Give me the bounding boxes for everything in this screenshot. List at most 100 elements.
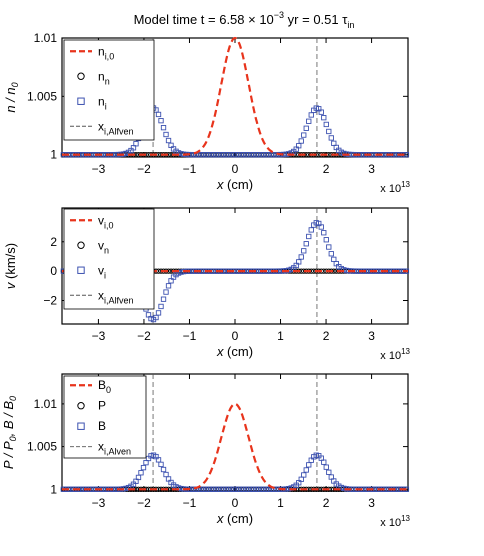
square-marker <box>301 248 307 254</box>
x-tick-label: 0 <box>232 329 239 343</box>
legend-label: B <box>98 419 106 433</box>
legend-square-swatch <box>77 266 85 274</box>
legend-label: P <box>98 399 106 413</box>
square-marker <box>303 125 309 131</box>
square-marker <box>306 233 312 240</box>
square-marker <box>323 121 329 128</box>
square-marker <box>328 251 334 257</box>
y-tick-label: 1.01 <box>34 397 58 411</box>
square-marker <box>160 466 167 473</box>
legend-label: nn <box>98 69 110 86</box>
x-tick-label: 3 <box>368 329 375 343</box>
square-marker <box>303 467 309 473</box>
panels: −3 −2 −1 0 1 2 3 1 1.005 1.01 x (cm) x 1013 n / n0 ni… <box>1 31 411 529</box>
legend-box <box>63 39 155 141</box>
square-marker <box>301 472 307 478</box>
y-tick-label: 1.005 <box>27 89 57 103</box>
x-tick-label: −1 <box>183 329 197 343</box>
y-tick-label: 2 <box>50 235 57 249</box>
x-tick-label: 2 <box>323 162 330 176</box>
square-marker <box>323 464 329 470</box>
y-axis-label: P / P0, B / B0 <box>1 396 18 469</box>
square-marker <box>140 464 147 471</box>
legend-label: xi,Alfven <box>98 288 134 305</box>
series-initial-dashed <box>62 402 408 491</box>
x-tick-label: 3 <box>368 496 375 510</box>
square-marker <box>158 118 164 124</box>
square-marker <box>165 283 172 289</box>
square-marker <box>163 131 169 138</box>
y-tick-label: −2 <box>43 294 57 308</box>
square-marker <box>165 137 172 144</box>
legend-square-swatch <box>77 422 85 430</box>
legend-label: xi,Alven <box>98 440 131 457</box>
square-marker <box>298 254 304 260</box>
y-tick-label: 0 <box>50 264 57 278</box>
square-marker <box>321 459 327 465</box>
square-marker <box>296 259 302 265</box>
x-tick-label: 1 <box>277 329 284 343</box>
legend-label: xi,Alfven <box>98 119 134 136</box>
x-tick-label: −3 <box>92 329 106 343</box>
square-marker <box>306 118 312 124</box>
x-tick-label: 2 <box>323 329 330 343</box>
title-mid: yr = 0.51 τ <box>284 12 348 27</box>
square-marker <box>323 237 329 243</box>
x-tick-label: −3 <box>92 496 106 510</box>
x-axis-label: x (cm) <box>216 511 253 526</box>
series-squares <box>60 452 410 492</box>
legend-label: vn <box>98 238 109 255</box>
x-tick-label: 1 <box>277 162 284 176</box>
square-marker <box>160 124 167 131</box>
x-scale-label: x 1013 <box>380 347 410 362</box>
panel-3: −3 −2 −1 0 1 2 3 1 1.005 1.01 x (cm) x 1013 P / P0, … <box>1 373 411 529</box>
square-marker <box>331 256 337 263</box>
legend-box <box>63 208 155 310</box>
title-subscript: in <box>347 20 354 30</box>
y-axis-label: v (km/s) <box>3 243 18 289</box>
figure-title: Model time t = 6.58 × 10−3 yr = 0.51 τin <box>134 10 355 30</box>
legend-circle-swatch <box>77 241 85 249</box>
x-tick-label: 0 <box>232 496 239 510</box>
square-marker <box>155 111 162 118</box>
x-axis-label: x (cm) <box>216 344 253 359</box>
square-marker <box>298 138 304 144</box>
x-tick-label: 2 <box>323 496 330 510</box>
square-marker <box>160 296 167 302</box>
x-tick-label: −2 <box>137 496 151 510</box>
legend-circle-swatch <box>77 72 85 80</box>
series-initial-dashed <box>62 36 408 156</box>
x-tick-label: −1 <box>183 496 197 510</box>
legend-label: ni,0 <box>98 44 114 61</box>
square-marker <box>133 141 139 147</box>
square-marker <box>326 469 332 475</box>
y-tick-label: 1 <box>50 148 57 162</box>
x-tick-label: −1 <box>183 162 197 176</box>
legend-label: vi,0 <box>98 213 114 230</box>
square-marker <box>308 227 314 233</box>
square-marker <box>303 241 309 247</box>
square-marker <box>138 470 144 476</box>
square-marker <box>321 230 327 236</box>
square-marker <box>163 289 169 295</box>
legend-label: B0 <box>98 378 111 395</box>
square-marker <box>158 461 164 468</box>
square-marker <box>326 128 332 135</box>
x-tick-label: 0 <box>232 162 239 176</box>
square-marker <box>318 224 324 230</box>
panel-1: −3 −2 −1 0 1 2 3 1 1.005 1.01 x (cm) x 1013 n / n0 ni… <box>3 31 411 195</box>
square-marker <box>301 132 307 138</box>
square-marker <box>308 112 314 118</box>
square-marker <box>163 471 169 478</box>
legend-square-swatch <box>77 97 85 105</box>
legend-box <box>63 375 147 459</box>
x-tick-label: −2 <box>137 162 151 176</box>
y-tick-label: 1 <box>50 482 57 496</box>
x-tick-label: 1 <box>277 496 284 510</box>
legend-circle-swatch <box>77 402 85 410</box>
y-tick-label: 1.01 <box>34 31 58 45</box>
legend: vi,0 vn vi xi,Alfven <box>63 208 155 310</box>
square-marker <box>326 244 332 250</box>
title-exponent: −3 <box>274 10 284 20</box>
